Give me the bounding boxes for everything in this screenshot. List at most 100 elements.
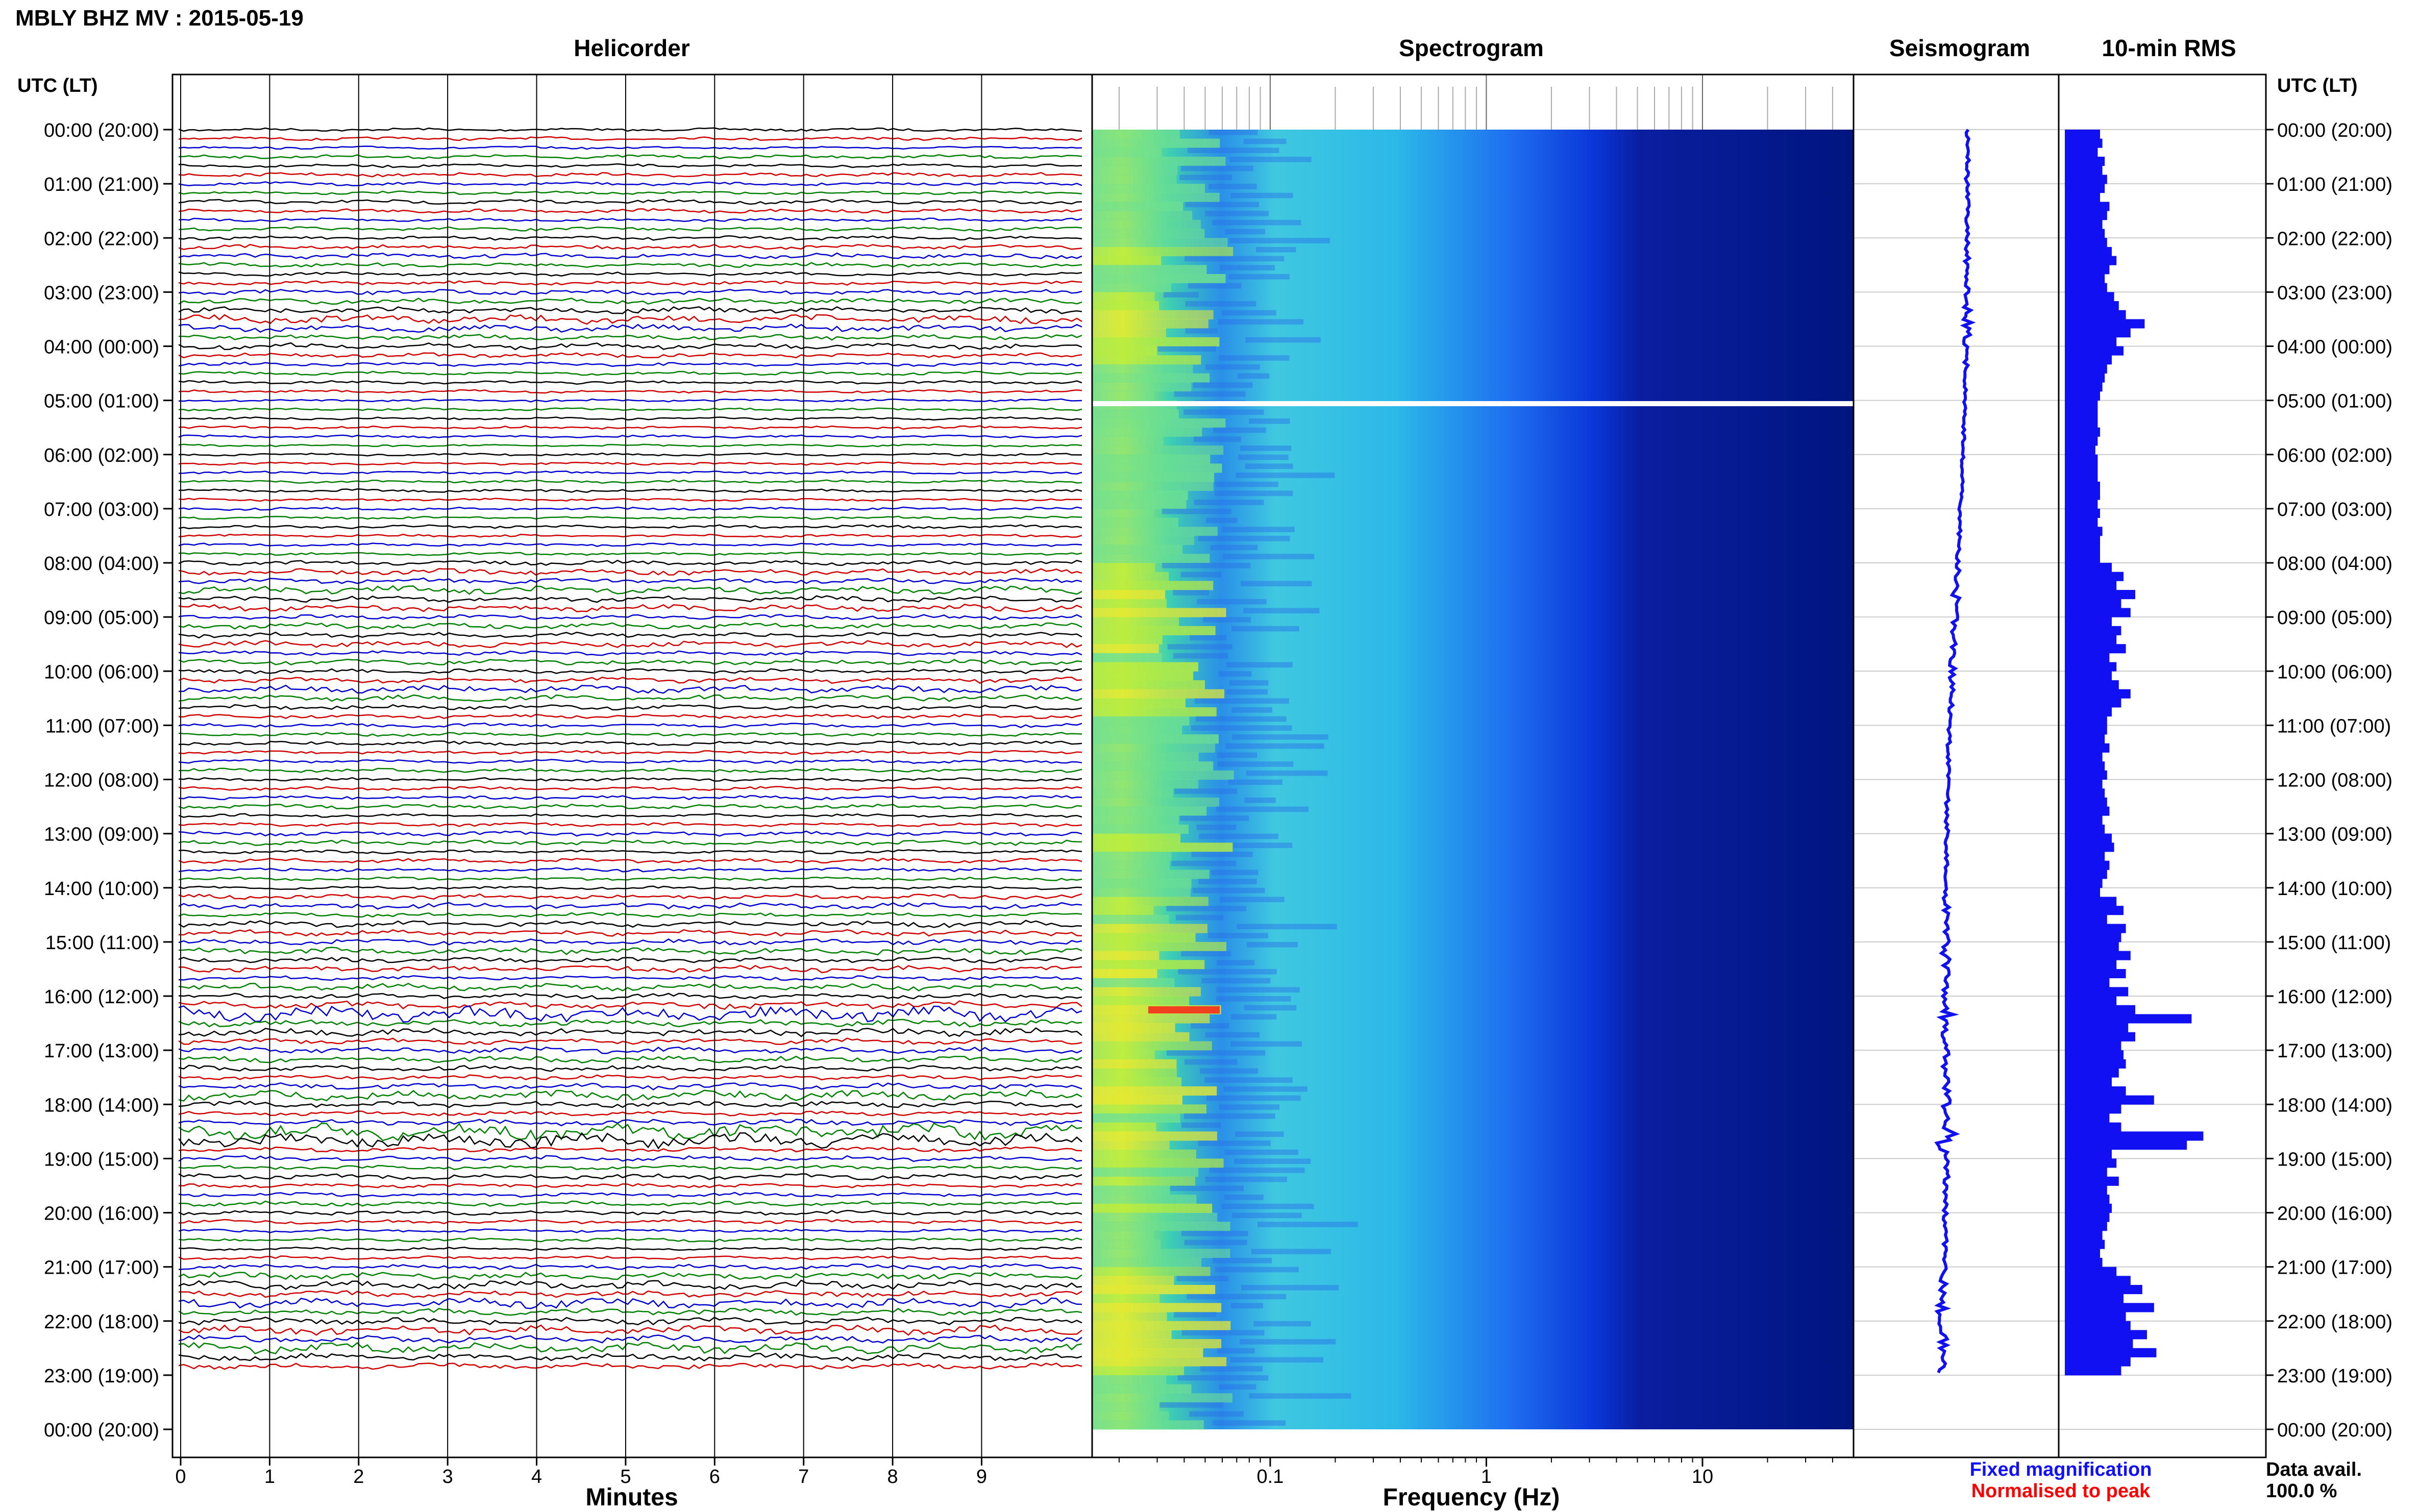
spectrogram-streak — [1171, 860, 1237, 866]
helicorder-trace-line — [178, 1005, 1082, 1023]
spectrogram-low-freq-band — [1092, 436, 1164, 446]
rms-bar — [2065, 463, 2098, 473]
spectrogram-low-freq-band — [1092, 1393, 1232, 1403]
seismogram-trace — [1934, 129, 1976, 1374]
helicorder-trace-line — [178, 1037, 1082, 1045]
time-label-right: 03:00 (23:00) — [2277, 282, 2392, 304]
rms-bar — [2065, 373, 2105, 383]
time-label-right: 04:00 (00:00) — [2277, 337, 2392, 358]
spectrogram-low-freq-band — [1092, 202, 1183, 211]
spectrogram-low-freq-band — [1092, 879, 1192, 888]
spectrogram-low-freq-band — [1092, 1168, 1199, 1177]
helicorder-trace-line — [178, 425, 1082, 430]
spectrogram-streak — [1230, 192, 1293, 199]
spectrogram-low-freq-band — [1092, 1276, 1174, 1285]
spectrogram-low-freq-band — [1092, 797, 1220, 807]
spectrogram-streak — [1230, 1357, 1324, 1363]
rms-bar — [2065, 238, 2107, 247]
spectrogram-streak — [1173, 590, 1210, 596]
helicorder-trace-line — [178, 938, 1082, 946]
spectrogram-low-freq-band — [1092, 1330, 1172, 1340]
spectrogram-low-freq-band — [1092, 1086, 1217, 1096]
time-label-right: 13:00 (09:00) — [2277, 824, 2392, 846]
rms-bar — [2065, 192, 2100, 202]
helicorder-trace-line — [178, 389, 1082, 394]
spectrogram-streak — [1216, 996, 1291, 1002]
rms-bar — [2065, 924, 2126, 933]
spectrogram-low-freq-band — [1092, 138, 1220, 148]
helicorder-trace-line — [178, 822, 1082, 827]
spectrogram-streak — [1205, 364, 1260, 370]
rms-bar — [2065, 544, 2100, 554]
spectrogram-streak — [1200, 1068, 1258, 1074]
time-label-left: 12:00 (08:00) — [44, 770, 159, 791]
spectrogram-low-freq-band — [1092, 689, 1225, 699]
rms-bar — [2065, 599, 2121, 608]
spectrogram-low-freq-band — [1092, 1014, 1210, 1024]
spectrogram-hot-spot — [1148, 1006, 1220, 1013]
spectrogram-low-freq-band — [1092, 1339, 1222, 1349]
spectrogram-streak — [1230, 1303, 1264, 1308]
rms-bar — [2065, 815, 2103, 825]
rms-bar — [2065, 761, 2105, 771]
spectrogram-low-freq-band — [1092, 1348, 1203, 1357]
rms-bar — [2065, 418, 2098, 428]
rms-bar — [2065, 581, 2117, 590]
spectrogram-streak — [1245, 337, 1321, 343]
spectrogram-low-freq-band — [1092, 391, 1154, 401]
spectrogram-low-freq-band — [1092, 1303, 1222, 1312]
spectrogram-streak — [1230, 1041, 1302, 1047]
rms-bar — [2065, 662, 2117, 672]
spectrogram-low-freq-band — [1092, 1294, 1160, 1303]
helicorder-trace-line — [178, 380, 1082, 385]
rms-bar — [2065, 310, 2126, 319]
helicorder-trace-line — [178, 585, 1082, 595]
rms-bar — [2065, 1086, 2126, 1096]
time-label-right: 10:00 (06:00) — [2277, 661, 2392, 683]
time-label-right: 09:00 (05:00) — [2277, 607, 2392, 629]
spectrogram-streak — [1181, 1230, 1248, 1236]
helicorder-trace-line — [178, 640, 1082, 649]
rms-bar — [2065, 1222, 2107, 1231]
rms-bar — [2065, 933, 2121, 943]
spectrogram-low-freq-band — [1092, 1312, 1167, 1322]
spectrogram-low-freq-band — [1092, 301, 1159, 311]
spectrogram-low-freq-band — [1092, 1095, 1182, 1105]
spectrogram-streak — [1221, 1203, 1314, 1209]
helicorder-trace-line — [178, 190, 1082, 195]
time-label-right: 02:00 (22:00) — [2277, 228, 2392, 250]
rms-bar — [2065, 879, 2103, 888]
spectrogram-low-freq-band — [1092, 454, 1211, 464]
spectrogram-streak — [1213, 427, 1266, 433]
helicorder-trace-line — [178, 983, 1082, 992]
spectrogram-streak — [1180, 165, 1254, 171]
spectrogram-low-freq-band — [1092, 517, 1179, 527]
rms-bar — [2065, 328, 2131, 338]
utc-lt-left-label: UTC (LT) — [17, 75, 98, 96]
helicorder-trace-line — [178, 1219, 1082, 1225]
spectrogram-streak — [1213, 1420, 1286, 1426]
rms-bar — [2065, 1294, 2124, 1303]
time-label-left: 03:00 (23:00) — [44, 282, 159, 304]
spectrogram-streak — [1217, 752, 1257, 758]
spectrogram-streak — [1245, 463, 1293, 469]
helicorder-trace-line — [178, 740, 1082, 746]
seismogram-frame — [1853, 73, 2060, 1458]
helicorder-trace-line — [178, 1362, 1082, 1370]
spectrogram-streak — [1216, 806, 1309, 812]
helicorder-trace-line — [178, 595, 1082, 603]
helicorder-trace-line — [179, 334, 1082, 341]
helicorder-trace-line — [178, 1082, 1082, 1090]
spectrogram-streak — [1220, 265, 1275, 270]
spectrogram-streak — [1198, 535, 1290, 541]
helicorder-trace-line — [178, 271, 1082, 277]
spectrogram-low-freq-band — [1092, 1176, 1196, 1186]
spectrogram-low-freq-band — [1092, 788, 1173, 798]
spectrogram-streak — [1240, 445, 1292, 451]
helicorder-trace-line — [178, 306, 1082, 314]
helicorder-trace-line — [178, 1297, 1082, 1309]
rms-bar — [2065, 1077, 2112, 1087]
spectrogram-streak — [1238, 373, 1270, 379]
spectrogram-streak — [1226, 689, 1268, 695]
spectrogram-low-freq-band — [1092, 1059, 1177, 1069]
